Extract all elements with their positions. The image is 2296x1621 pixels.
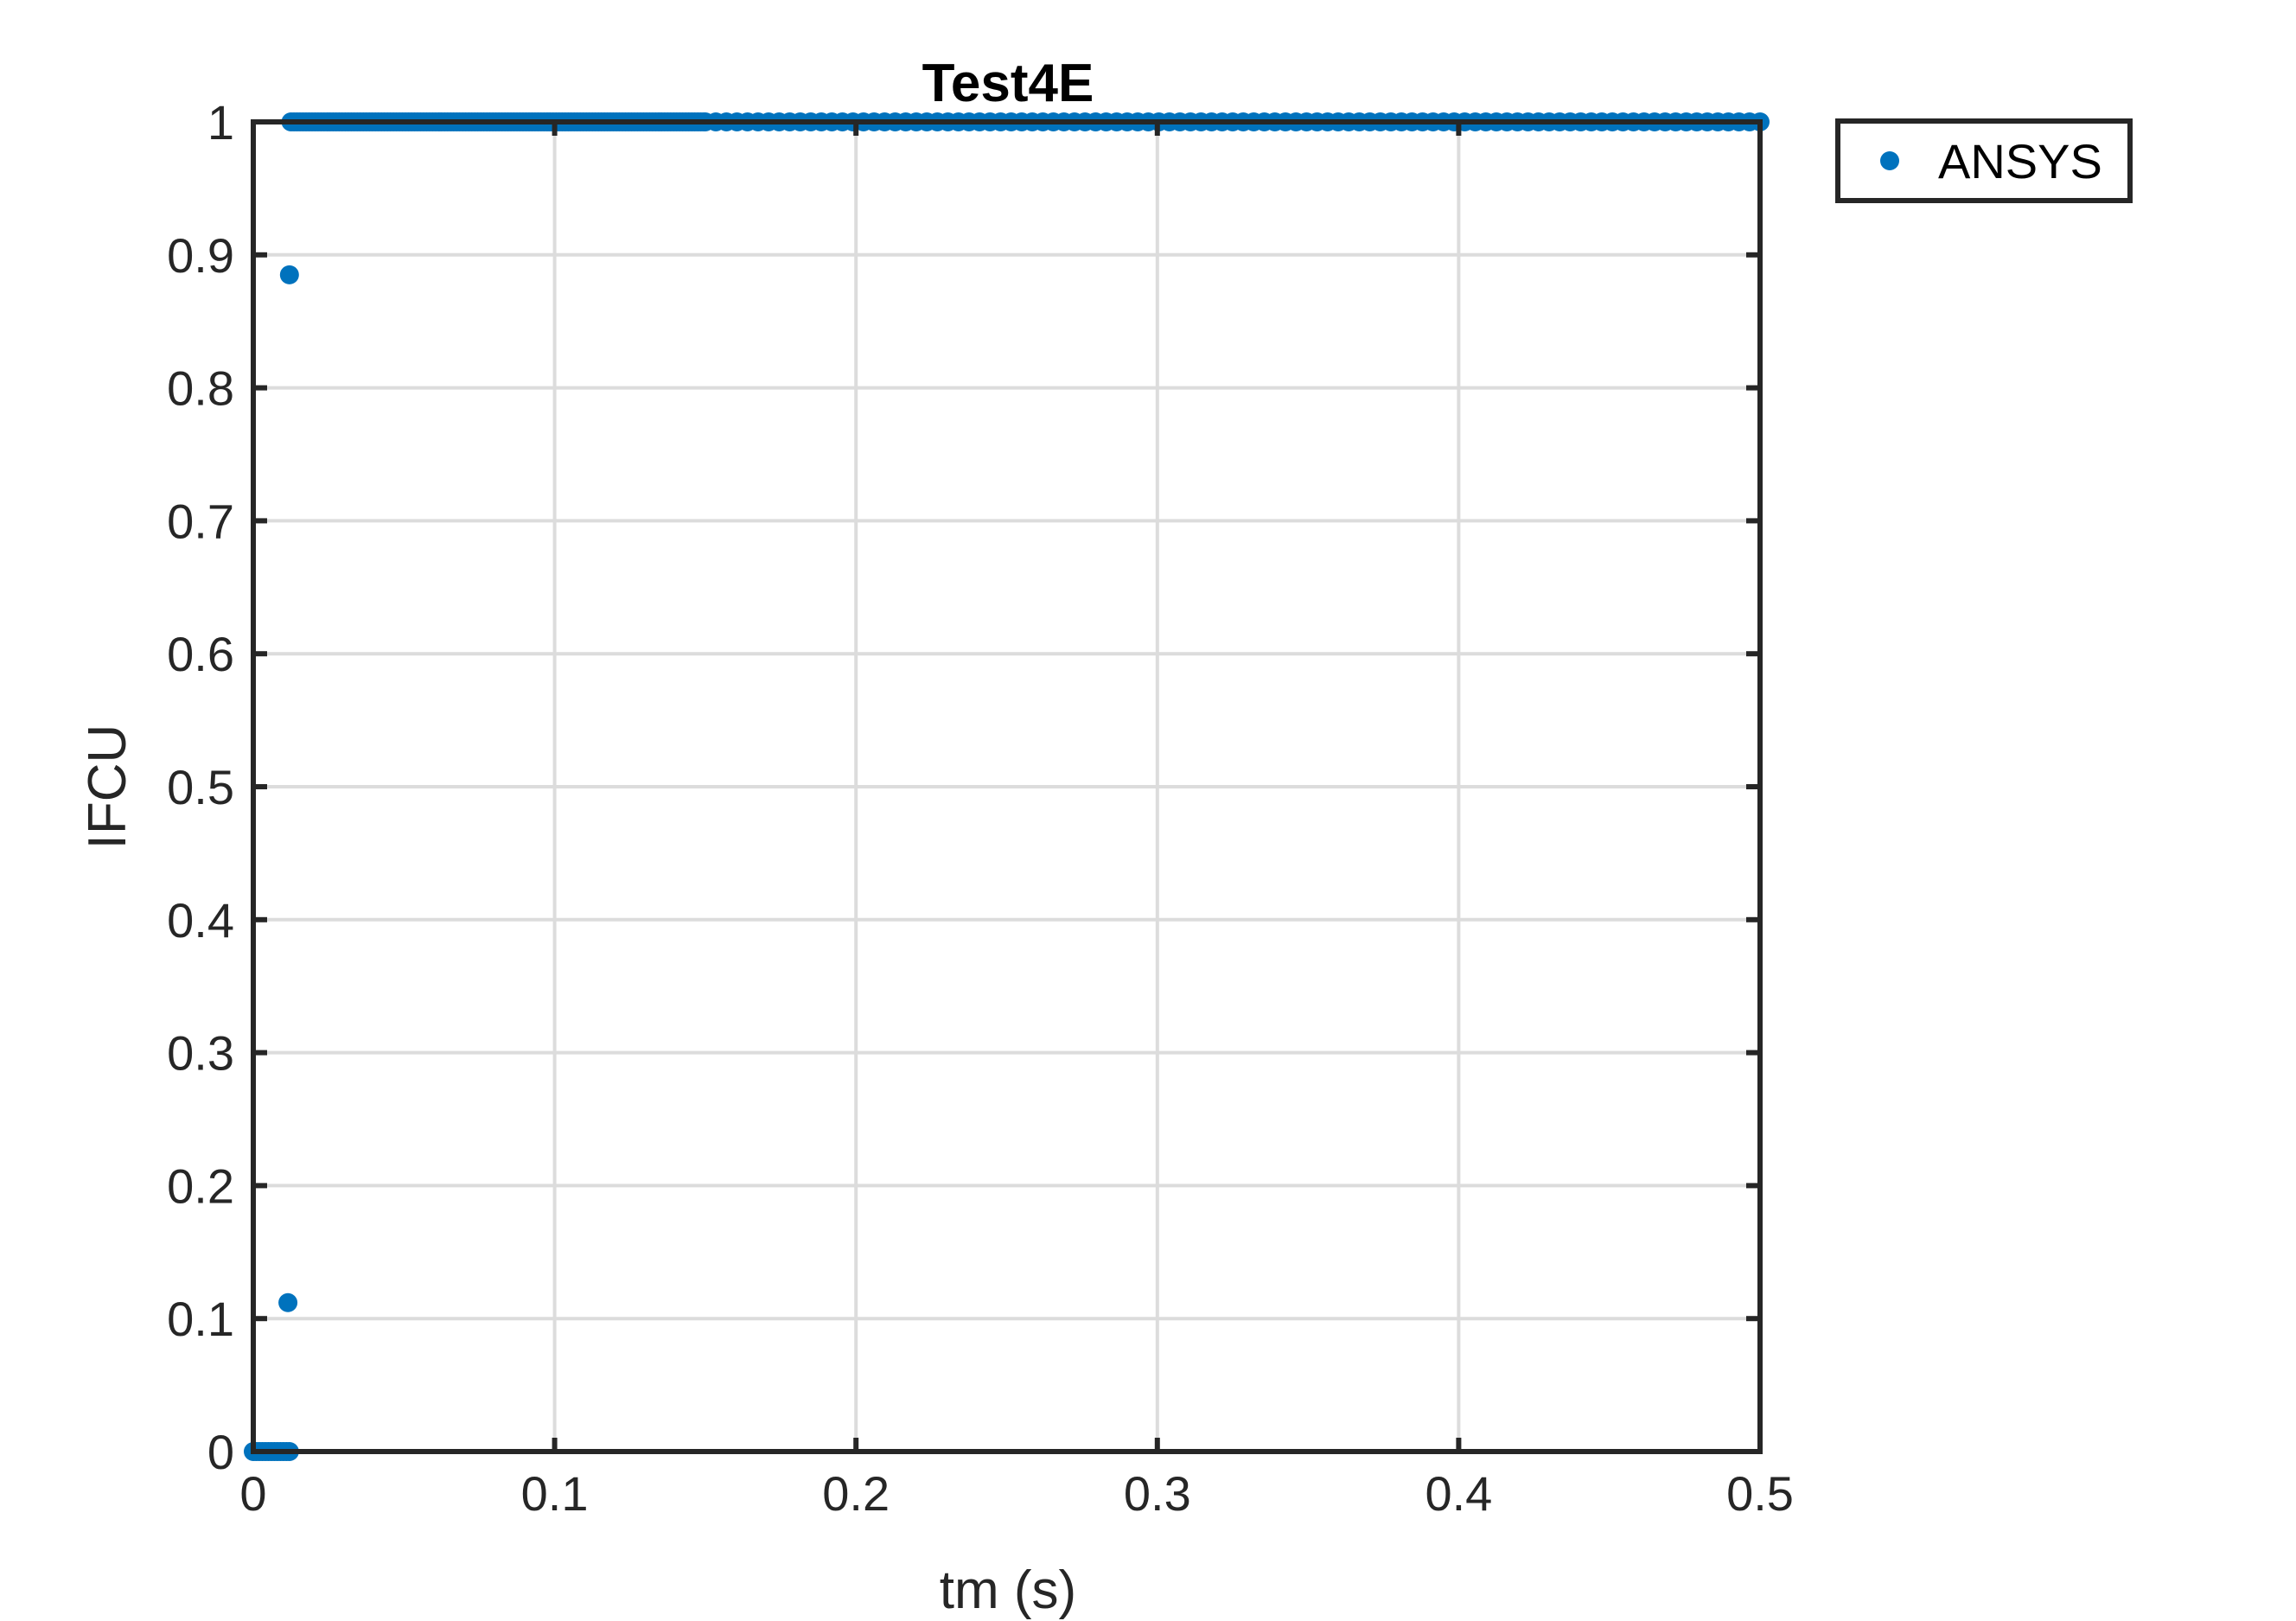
x-tick-labels: 0 0.1 0.2 0.3 0.4 0.5 bbox=[239, 1466, 1794, 1521]
y-tick-label: 0.5 bbox=[167, 760, 234, 814]
x-axis-label: tm (s) bbox=[940, 1560, 1076, 1620]
x-tick-label: 0.2 bbox=[822, 1466, 890, 1521]
y-tick-label: 0.8 bbox=[167, 361, 234, 416]
data-point bbox=[278, 1292, 298, 1312]
x-tick-label: 0 bbox=[239, 1466, 266, 1521]
x-tick-label: 0.1 bbox=[521, 1466, 589, 1521]
y-tick-labels: 0 0.1 0.2 0.3 0.4 0.5 0.6 0.7 0.8 0.9 1 bbox=[167, 95, 234, 1479]
data-point bbox=[279, 265, 299, 284]
y-axis-label: IFCU bbox=[78, 724, 137, 850]
y-tick-label: 0.1 bbox=[167, 1292, 234, 1346]
y-tick-label: 0.2 bbox=[167, 1158, 234, 1213]
legend-label: ANSYS bbox=[1938, 134, 2102, 188]
axes bbox=[251, 119, 1763, 1454]
y-tick-label: 1 bbox=[207, 95, 234, 150]
grid-lines bbox=[253, 122, 1760, 1452]
y-tick-label: 0.3 bbox=[167, 1026, 234, 1081]
x-tick-label: 0.3 bbox=[1124, 1466, 1191, 1521]
chart-title: Test4E bbox=[922, 54, 1094, 113]
y-tick-label: 0 bbox=[207, 1425, 234, 1479]
legend[interactable]: ANSYS bbox=[1835, 118, 2133, 203]
legend-marker bbox=[1880, 151, 1899, 170]
y-tick-label: 0.6 bbox=[167, 627, 234, 681]
x-tick-label: 0.4 bbox=[1425, 1466, 1492, 1521]
x-tick-label: 0.5 bbox=[1726, 1466, 1794, 1521]
y-tick-label: 0.4 bbox=[167, 893, 234, 948]
y-tick-label: 0.9 bbox=[167, 228, 234, 283]
y-tick-label: 0.7 bbox=[167, 494, 234, 548]
